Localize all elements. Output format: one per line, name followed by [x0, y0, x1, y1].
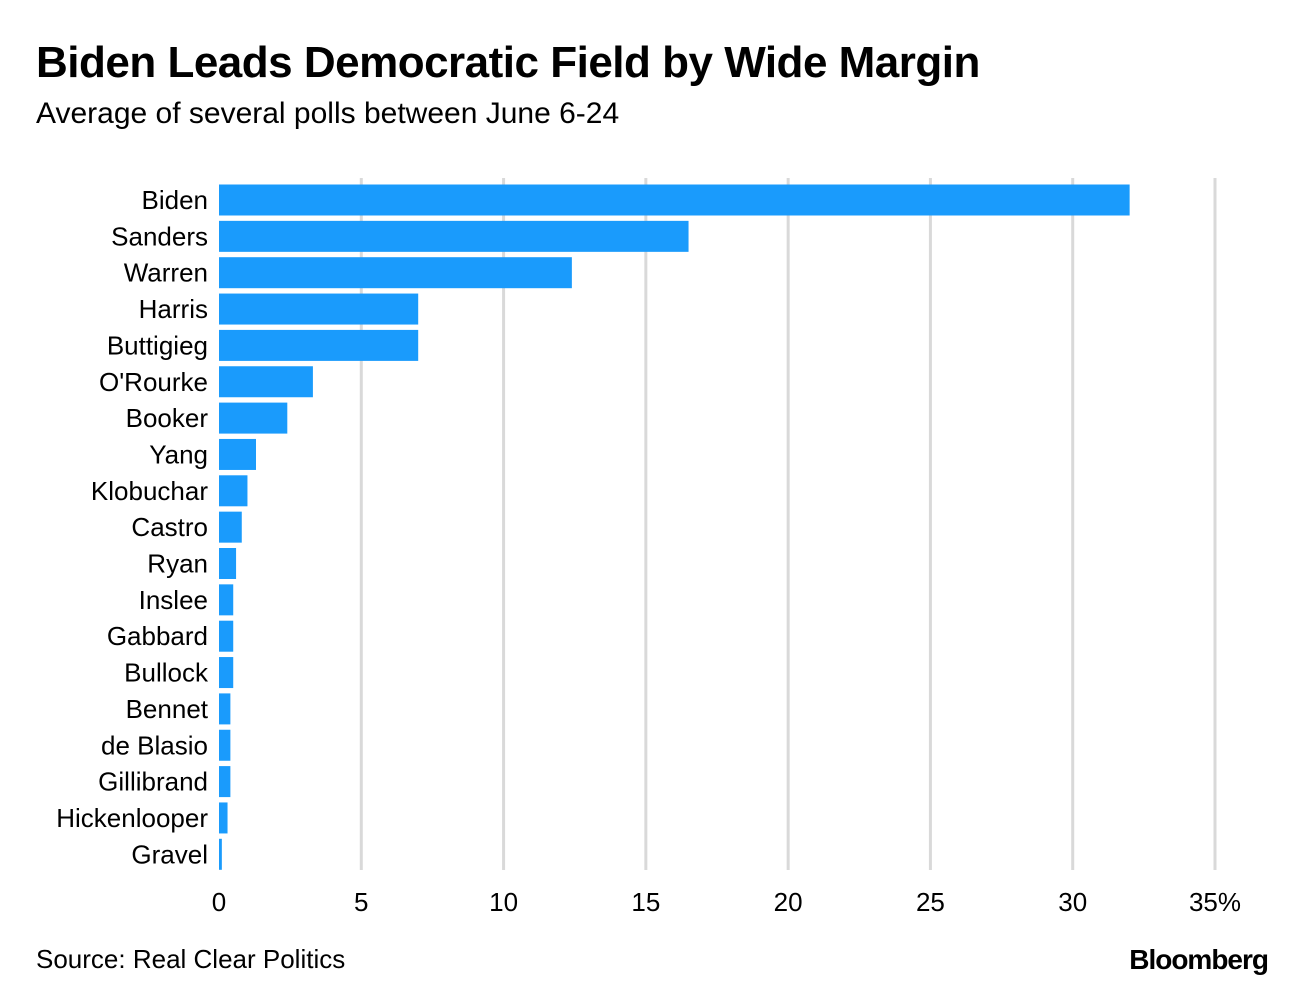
bar	[219, 693, 231, 725]
bloomberg-logo: Bloomberg	[1129, 944, 1269, 975]
source-note: Source: Real Clear Politics	[36, 944, 346, 974]
category-label: Ryan	[147, 549, 208, 579]
category-label: Bennet	[126, 694, 209, 724]
bar	[219, 729, 231, 761]
category-label: Inslee	[139, 585, 208, 615]
chart-subtitle: Average of several polls between June 6-…	[36, 97, 620, 130]
category-label: O'Rourke	[99, 367, 208, 397]
category-label: Buttigieg	[107, 330, 208, 360]
category-label: Harris	[139, 294, 208, 324]
category-label: Gabbard	[107, 621, 208, 651]
x-tick-label: 15	[631, 887, 660, 917]
bar	[219, 257, 572, 289]
bar	[219, 184, 1130, 216]
bar	[219, 838, 222, 870]
x-tick-label: 0	[212, 887, 226, 917]
category-label: Klobuchar	[91, 476, 208, 506]
bar	[219, 657, 234, 689]
bar	[219, 475, 248, 507]
bar	[219, 220, 689, 252]
category-label: Gillibrand	[98, 767, 208, 797]
bar	[219, 584, 234, 616]
x-tick-label: 35%	[1189, 887, 1241, 917]
bar	[219, 620, 234, 652]
category-label: Castro	[131, 512, 208, 542]
bar	[219, 511, 242, 543]
category-label: Hickenlooper	[56, 803, 208, 833]
bar	[219, 366, 313, 398]
bar	[219, 402, 288, 434]
x-tick-label: 30	[1058, 887, 1087, 917]
category-label: de Blasio	[101, 730, 208, 760]
category-label: Gravel	[131, 839, 208, 869]
category-label: Yang	[149, 439, 208, 469]
x-tick-label: 20	[774, 887, 803, 917]
category-label: Warren	[124, 258, 208, 288]
x-tick-label: 5	[354, 887, 368, 917]
chart-title: Biden Leads Democratic Field by Wide Mar…	[36, 38, 980, 87]
bar	[219, 802, 228, 834]
category-label: Biden	[142, 185, 209, 215]
bar	[219, 329, 419, 361]
category-label: Booker	[126, 403, 209, 433]
bar	[219, 438, 256, 470]
bar	[219, 293, 419, 325]
bar	[219, 766, 231, 798]
bar	[219, 548, 237, 579]
category-label: Bullock	[124, 658, 209, 688]
category-label: Sanders	[111, 221, 208, 251]
x-tick-label: 10	[489, 887, 518, 917]
x-tick-label: 25	[916, 887, 945, 917]
